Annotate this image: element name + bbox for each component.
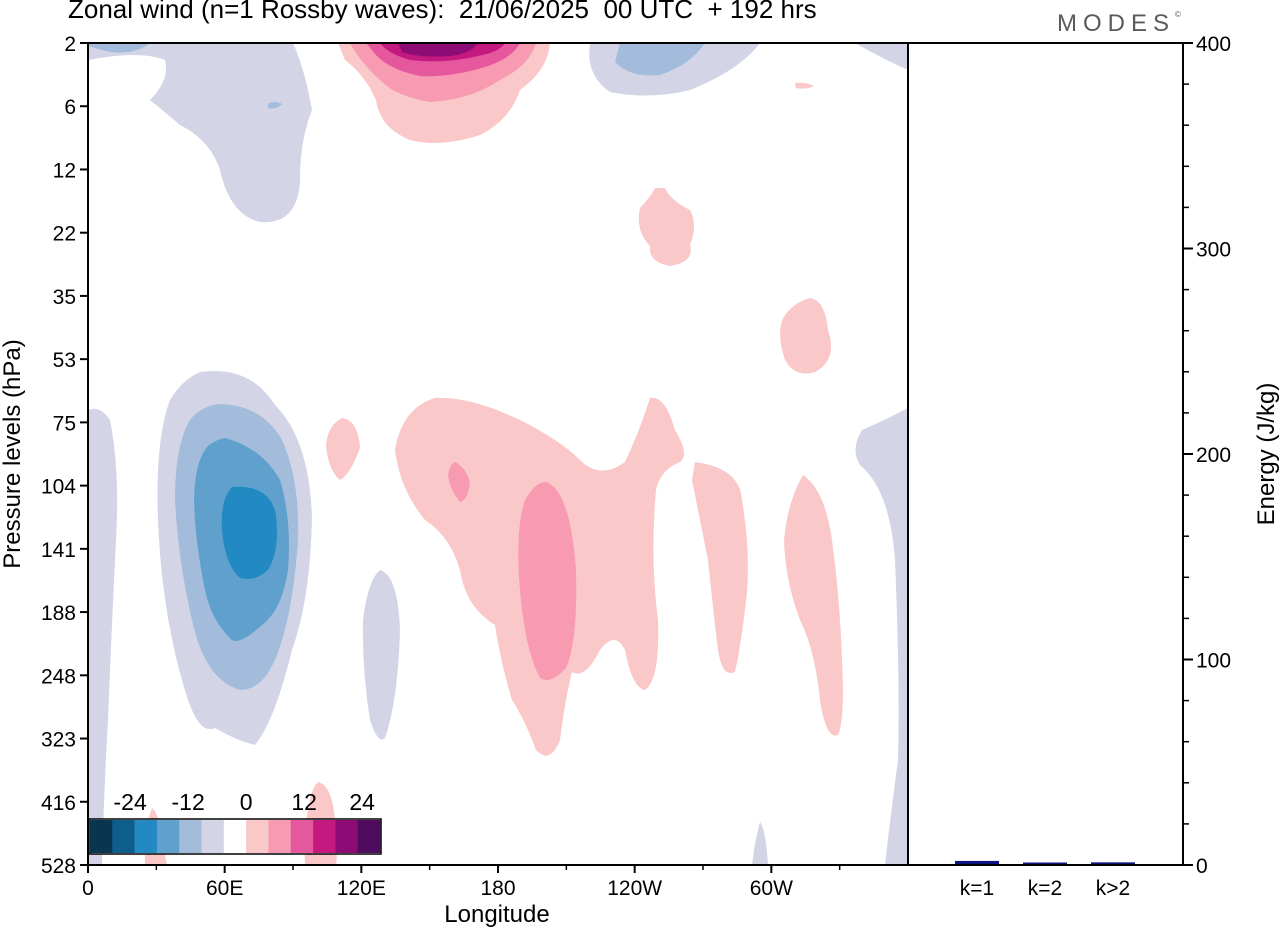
modes-logo: MODES© bbox=[1057, 10, 1181, 38]
colorbar-swatch bbox=[357, 820, 381, 853]
colorbar-label: -12 bbox=[172, 789, 205, 815]
bar-category-label: k=1 bbox=[960, 877, 994, 900]
colorbar-label: 0 bbox=[240, 789, 253, 815]
x-tick-label: 120W bbox=[607, 877, 662, 900]
y-tick-label: 248 bbox=[41, 665, 76, 688]
neg-contour-5-small bbox=[268, 102, 282, 109]
x-tick-label: 60W bbox=[750, 877, 793, 900]
x-tick-label: 60E bbox=[206, 877, 243, 900]
energy-bar bbox=[955, 860, 999, 864]
y-tick-label: 6 bbox=[64, 96, 76, 119]
neg-contour-10-dateline bbox=[615, 43, 705, 76]
neg-contour-5-bottom bbox=[752, 822, 768, 865]
energy-tick-label: 300 bbox=[1196, 239, 1231, 262]
y-tick-label: 35 bbox=[53, 286, 76, 309]
colorbar-swatch bbox=[223, 820, 247, 853]
neg-contour-5-120e bbox=[362, 570, 400, 740]
energy-axis-title: Energy (J/kg) bbox=[1253, 383, 1280, 526]
neg-contour-5-topright bbox=[855, 43, 908, 70]
wind-contour-field bbox=[88, 43, 908, 865]
colorbar-swatch bbox=[134, 820, 158, 853]
y-tick-label: 22 bbox=[53, 223, 76, 246]
y-tick-label: 416 bbox=[41, 792, 76, 815]
pos-contour-10-main bbox=[518, 482, 577, 681]
colorbar-swatch bbox=[290, 820, 314, 853]
y-tick-label: 2 bbox=[64, 33, 76, 56]
logo-mark: © bbox=[1175, 10, 1181, 19]
y-tick-label: 53 bbox=[53, 349, 76, 372]
neg-contour-5-left-edge bbox=[88, 408, 118, 865]
colorbar-swatch bbox=[335, 820, 358, 853]
pressure-axis-title: Pressure levels (hPa) bbox=[0, 339, 26, 568]
pressure-axis: 2 6 12 22 35 53 75 104 141 188 248 323 416 528 bbox=[41, 33, 88, 878]
pos-contour-5-75hpa-small bbox=[326, 418, 360, 480]
colorbar-swatch bbox=[156, 820, 180, 853]
neg-contour-5-right-edge bbox=[855, 408, 908, 865]
colorbar-swatch bbox=[179, 820, 202, 853]
neg-contour-10-topleft bbox=[88, 43, 150, 53]
y-tick-label: 323 bbox=[41, 729, 76, 752]
colorbar-swatch bbox=[268, 820, 292, 853]
colorbar-swatch bbox=[201, 820, 225, 853]
pos-contour-5-120w bbox=[692, 462, 748, 674]
logo-text: MODES bbox=[1057, 10, 1176, 37]
x-tick-label: 0 bbox=[82, 877, 94, 900]
pos-contour-25-top bbox=[398, 43, 478, 57]
colorbar: -24 -12 0 12 24 bbox=[88, 789, 382, 855]
pos-contour-10-small bbox=[448, 462, 470, 502]
y-tick-label: 188 bbox=[41, 602, 76, 625]
pos-contour-5-tiny bbox=[795, 82, 814, 89]
energy-axis: 0 100 200 300 400 bbox=[1183, 33, 1231, 878]
y-tick-label: 12 bbox=[53, 159, 76, 182]
chart-title: Zonal wind (n=1 Rossby waves): 21/06/202… bbox=[68, 0, 817, 24]
y-tick-label: 528 bbox=[41, 855, 76, 878]
energy-bar bbox=[1023, 862, 1067, 864]
y-tick-label: 104 bbox=[41, 476, 76, 499]
bar-category-label: k>2 bbox=[1096, 877, 1130, 900]
colorbar-swatch bbox=[246, 820, 269, 853]
y-tick-label: 141 bbox=[41, 539, 76, 562]
longitude-axis: 0 60E 120E 180 120W 60W bbox=[82, 865, 841, 900]
colorbar-label: 24 bbox=[349, 789, 375, 815]
longitude-axis-title: Longitude bbox=[444, 901, 549, 928]
colorbar-swatch bbox=[313, 820, 336, 853]
energy-tick-label: 0 bbox=[1196, 855, 1208, 878]
colorbar-label: -24 bbox=[114, 789, 147, 815]
energy-bars: k=1 k=2 k>2 bbox=[955, 860, 1135, 900]
pos-contour-5-53hpa bbox=[780, 298, 832, 374]
energy-tick-label: 100 bbox=[1196, 650, 1231, 673]
x-tick-label: 180 bbox=[480, 877, 515, 900]
energy-bar bbox=[1091, 862, 1135, 864]
colorbar-swatch bbox=[112, 820, 135, 853]
pos-contour-5-60w bbox=[784, 475, 843, 736]
neg-contour-5-topleft bbox=[88, 43, 312, 223]
colorbar-label: 12 bbox=[291, 789, 317, 815]
bar-category-label: k=2 bbox=[1028, 877, 1062, 900]
energy-tick-label: 200 bbox=[1196, 444, 1231, 467]
x-tick-label: 120E bbox=[337, 877, 386, 900]
pos-contour-5-22hpa bbox=[638, 188, 694, 266]
energy-tick-label: 400 bbox=[1196, 33, 1231, 56]
colorbar-swatch bbox=[90, 820, 113, 853]
neg-contour-20-main bbox=[221, 486, 277, 579]
y-tick-label: 75 bbox=[53, 412, 76, 435]
